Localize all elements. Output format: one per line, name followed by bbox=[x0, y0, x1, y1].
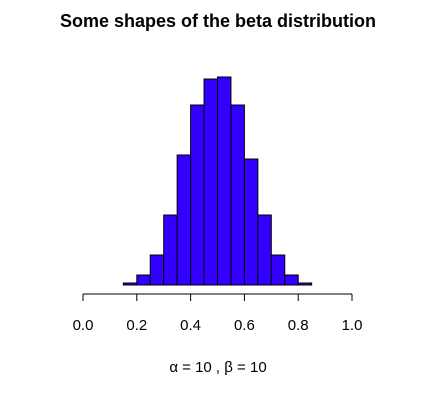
x-tick-label: 0.8 bbox=[288, 317, 309, 334]
histogram-bar bbox=[176, 154, 192, 286]
chart-title: Some shapes of the beta distribution bbox=[60, 11, 376, 31]
histogram-bar bbox=[217, 76, 232, 286]
histogram-bar bbox=[257, 214, 272, 286]
histogram-bar bbox=[297, 282, 313, 286]
x-tick-label: 0.2 bbox=[126, 317, 147, 334]
histogram-bar bbox=[243, 158, 259, 286]
histogram-bar bbox=[163, 214, 178, 286]
histogram-bar bbox=[284, 274, 299, 286]
histogram-bar bbox=[136, 274, 151, 286]
x-tick-label: 0.6 bbox=[234, 317, 255, 334]
histogram-bar bbox=[149, 254, 165, 286]
histogram-bar bbox=[122, 282, 138, 286]
histogram-bar bbox=[203, 78, 219, 286]
x-tick-label: 0.0 bbox=[73, 317, 94, 334]
x-tick-label: 1.0 bbox=[342, 317, 363, 334]
histogram-bar bbox=[230, 104, 245, 286]
histogram-bar bbox=[270, 254, 286, 286]
x-axis-label: α = 10 , β = 10 bbox=[169, 359, 266, 376]
histogram-bars bbox=[122, 76, 313, 286]
x-tick-label: 0.4 bbox=[180, 317, 201, 334]
histogram-bar bbox=[190, 104, 205, 286]
x-axis-ticks: 0.0 0.2 0.4 0.6 0.8 1.0 bbox=[73, 294, 363, 334]
